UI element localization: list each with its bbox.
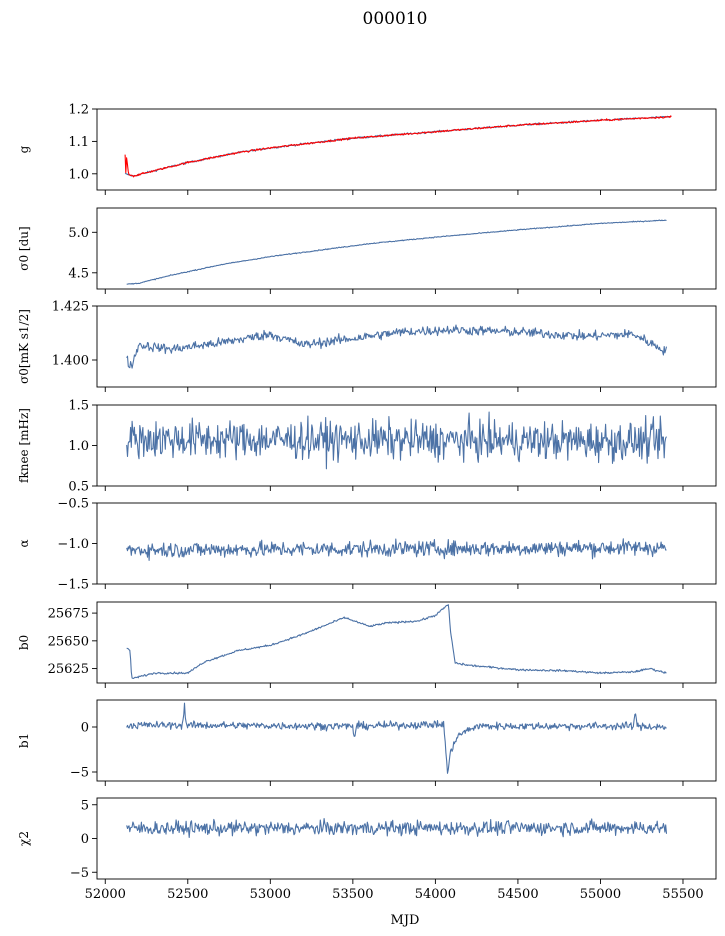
ylabel-fknee: fknee [mHz]	[17, 408, 31, 483]
series-line-b1-0	[126, 702, 667, 774]
series-line-sigma0-time-0	[126, 324, 668, 369]
ytick-label-b0-2: 25675	[48, 607, 89, 622]
ytick-label-alpha-2: −0.5	[57, 497, 89, 512]
panel-chi2: −5 0 5 52000 52500 53000 53500 54000 54500 55000 5…	[17, 797, 717, 902]
ytick-label-b1-1: 0	[81, 721, 89, 736]
xtick-label-6: 55000	[580, 887, 621, 902]
series-line-alpha-0	[126, 538, 667, 561]
xtick-label-4: 54000	[415, 887, 456, 902]
ytick-label-sigma0-1: 5.0	[68, 226, 89, 241]
panel-b0: 25625 25650 25675 b0	[17, 601, 717, 688]
series-line-fknee-0	[126, 411, 667, 470]
panel-alpha: −1.5 −1.0 −0.5 α	[17, 497, 717, 593]
ytick-label-b0-0: 25625	[48, 662, 89, 677]
ytick-label-fknee-2: 1.5	[68, 399, 89, 414]
ytick-label-g-0: 1.0	[68, 167, 89, 182]
axes-frame-g	[96, 108, 717, 191]
panel-sigma0-time: 1.400 1.425 σ0[mK s1/2]	[17, 300, 717, 392]
ytick-label-sigma0-time-1: 1.425	[52, 300, 89, 315]
ylabel-alpha: α	[17, 539, 31, 547]
ytick-label-chi2-0: −5	[70, 866, 89, 881]
figure-title: 000010	[363, 9, 428, 29]
series-line-g-1	[124, 115, 672, 178]
ytick-label-chi2-2: 5	[81, 798, 89, 813]
series-line-b0-0	[126, 604, 667, 679]
ylabel-chi2: χ2	[17, 831, 31, 846]
ytick-label-alpha-1: −1.0	[57, 537, 89, 552]
ylabel-sigma0-time: σ0[mK s1/2]	[17, 309, 31, 384]
axes-frame-sigma0-time	[96, 305, 717, 388]
panel-b1: −5 0 b1	[17, 699, 717, 786]
ytick-label-fknee-0: 0.5	[68, 480, 89, 495]
xtick-label-1: 52500	[167, 887, 208, 902]
ylabel-sigma0: σ0 [du]	[17, 226, 31, 270]
ytick-label-sigma0-0: 4.5	[68, 266, 89, 281]
ylabel-b1: b1	[17, 733, 31, 748]
panel-sigma0: 4.5 5.0 σ0 [du]	[17, 207, 717, 294]
ytick-label-g-2: 1.2	[68, 103, 89, 118]
axes-frame-b0	[96, 601, 717, 684]
x-axis-label: MJD	[391, 913, 420, 928]
xtick-label-3: 53500	[332, 887, 373, 902]
axes-frame-b1	[96, 699, 717, 782]
xtick-label-5: 54500	[497, 887, 538, 902]
xtick-label-7: 55500	[662, 887, 703, 902]
ytick-label-b1-0: −5	[70, 766, 89, 781]
panels: 1.0 1.1 1.2 g 4.5 5.0 σ0 [du] 1.400 1.425 σ0[mK s…	[17, 103, 717, 902]
ylabel-g: g	[17, 145, 31, 153]
series-line-sigma0-0	[126, 219, 667, 285]
ytick-label-b0-1: 25650	[48, 634, 89, 649]
ytick-label-fknee-1: 1.0	[68, 439, 89, 454]
ytick-label-sigma0-time-0: 1.400	[52, 354, 89, 369]
ytick-label-g-1: 1.1	[68, 135, 89, 150]
axes-frame-chi2	[96, 797, 717, 880]
ytick-label-alpha-0: −1.5	[57, 578, 89, 593]
panel-g: 1.0 1.1 1.2 g	[17, 103, 717, 195]
panel-fknee: 0.5 1.0 1.5 fknee [mHz]	[17, 399, 717, 495]
ytick-label-chi2-1: 0	[81, 832, 89, 847]
axes-frame-sigma0	[96, 207, 717, 290]
ylabel-b0: b0	[17, 635, 31, 650]
xtick-label-2: 53000	[250, 887, 291, 902]
series-line-g-0	[124, 115, 672, 177]
xtick-label-0: 52000	[85, 887, 126, 902]
series-line-chi2-0	[126, 818, 668, 839]
